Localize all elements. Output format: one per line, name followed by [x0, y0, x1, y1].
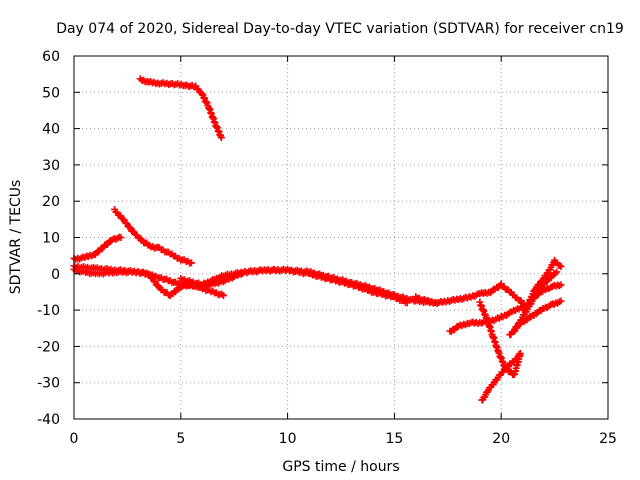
- y-tick-label: 30: [42, 158, 60, 174]
- data-point: [214, 127, 222, 135]
- y-tick-label: 20: [42, 194, 60, 210]
- data-point: [557, 263, 565, 271]
- y-tick-label: -40: [37, 412, 60, 428]
- data-point: [403, 299, 411, 307]
- y-tick-label: 40: [42, 122, 60, 138]
- x-axis-ticks: 0 5 10 15 20 25: [70, 56, 617, 447]
- series-track-low-1: [70, 265, 228, 300]
- series-track-mid-1: [177, 265, 411, 307]
- y-axis-ticks: -40 -30 -20 -10 0 10 20 30 40 50 60: [37, 49, 608, 428]
- series-track-right-4: [510, 268, 561, 335]
- x-tick-label: 15: [385, 431, 403, 447]
- series-track-late-1: [412, 281, 505, 308]
- series-track-right-1: [497, 280, 565, 310]
- series-track-rise-1: [70, 233, 125, 263]
- x-tick-label: 20: [492, 431, 510, 447]
- data-point: [557, 281, 565, 289]
- y-tick-label: 50: [42, 85, 60, 101]
- data-point: [187, 259, 195, 267]
- y-tick-label: 0: [51, 267, 60, 283]
- y-tick-label: -20: [37, 339, 60, 355]
- y-axis-label: SDTVAR / TECUs: [8, 180, 24, 295]
- x-tick-label: 5: [176, 431, 185, 447]
- series-track-fall-1: [111, 205, 195, 267]
- data-point: [220, 292, 228, 300]
- data-point: [126, 224, 134, 232]
- y-tick-label: -10: [37, 303, 60, 319]
- data-point: [498, 357, 506, 365]
- series-track-upper: [136, 75, 225, 142]
- chart-title: Day 074 of 2020, Sidereal Day-to-day VTE…: [56, 21, 624, 37]
- data-point: [556, 261, 564, 269]
- x-tick-label: 25: [599, 431, 617, 447]
- data-point: [117, 234, 125, 241]
- data-point: [553, 268, 561, 276]
- data-point: [217, 134, 225, 142]
- data-point: [479, 306, 487, 314]
- data-point: [516, 350, 524, 358]
- data-point: [557, 297, 565, 305]
- x-axis-label: GPS time / hours: [282, 459, 399, 475]
- series-track-dive-2: [478, 350, 524, 404]
- data-point: [154, 282, 162, 290]
- x-tick-label: 10: [279, 431, 297, 447]
- y-tick-label: -30: [37, 376, 60, 392]
- y-tick-label: 10: [42, 231, 60, 247]
- data-point: [213, 123, 221, 131]
- data-series: [70, 75, 565, 404]
- x-tick-label: 0: [70, 431, 79, 447]
- data-point: [497, 353, 505, 361]
- data-point: [477, 301, 485, 309]
- y-tick-label: 60: [42, 49, 60, 65]
